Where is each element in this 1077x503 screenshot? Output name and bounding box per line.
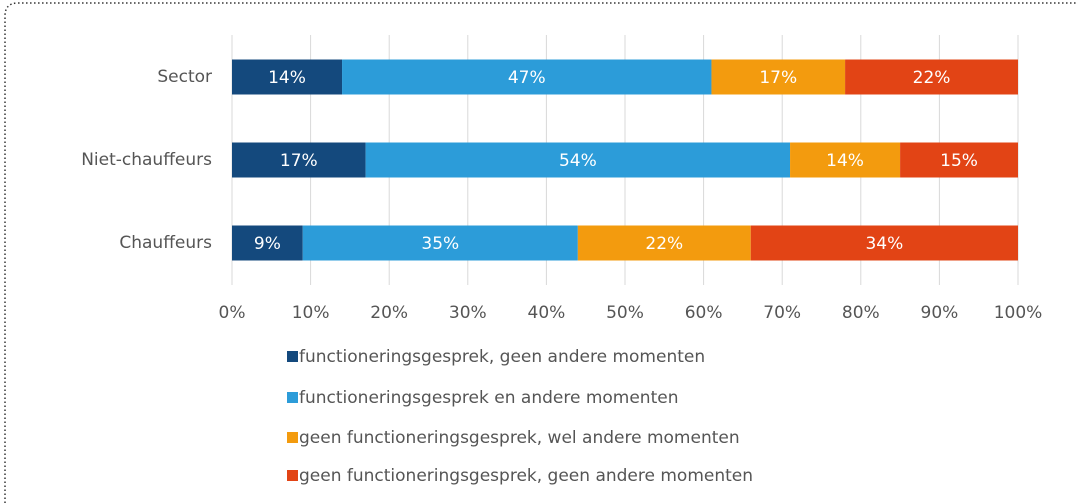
legend-swatch: [287, 470, 298, 481]
bar-segment: [342, 59, 712, 95]
bar-segment: [232, 59, 343, 95]
x-tick-label: 0%: [219, 303, 246, 323]
data-label: 54%: [559, 151, 597, 171]
y-tick-label: Sector: [157, 67, 212, 87]
x-tick-label: 20%: [370, 303, 408, 323]
data-label: 17%: [759, 68, 797, 88]
data-label: 22%: [913, 68, 951, 88]
bar-segment: [577, 225, 751, 261]
legend-label: functioneringsgesprek en andere momenten: [299, 388, 678, 408]
data-label: 17%: [280, 151, 318, 171]
data-label: 34%: [865, 234, 903, 254]
bar-segment: [790, 142, 901, 178]
bar-segment: [900, 142, 1018, 178]
frame: [4, 2, 1077, 503]
legend-label: functioneringsgesprek, geen andere momen…: [299, 347, 705, 367]
data-label: 47%: [508, 68, 546, 88]
legend-swatch: [287, 392, 298, 403]
x-tick-label: 100%: [994, 303, 1043, 323]
x-tick-label: 40%: [528, 303, 566, 323]
data-label: 22%: [645, 234, 683, 254]
legend-swatch: [287, 351, 298, 362]
legend-label: geen functioneringsgesprek, geen andere …: [299, 466, 753, 486]
bar-segment: [302, 225, 578, 261]
y-tick-label: Chauffeurs: [119, 233, 212, 253]
x-tick-label: 30%: [449, 303, 487, 323]
x-tick-label: 80%: [842, 303, 880, 323]
data-label: 35%: [421, 234, 459, 254]
bar-segment: [711, 59, 846, 95]
bar-segment: [232, 142, 366, 178]
data-label: 9%: [254, 234, 281, 254]
bar-segment: [365, 142, 791, 178]
data-label: 14%: [268, 68, 306, 88]
x-tick-label: 60%: [685, 303, 723, 323]
legend-label: geen functioneringsgesprek, wel andere m…: [299, 428, 740, 448]
data-label: 14%: [826, 151, 864, 171]
y-tick-label: Niet-chauffeurs: [81, 150, 212, 170]
data-label: 15%: [940, 151, 978, 171]
bar-segment: [750, 225, 1018, 261]
x-tick-label: 10%: [292, 303, 330, 323]
x-tick-label: 50%: [606, 303, 644, 323]
bar-segment: [232, 225, 303, 261]
bar-segment: [845, 59, 1018, 95]
legend-swatch: [287, 432, 298, 443]
x-tick-label: 90%: [921, 303, 959, 323]
x-tick-label: 70%: [763, 303, 801, 323]
